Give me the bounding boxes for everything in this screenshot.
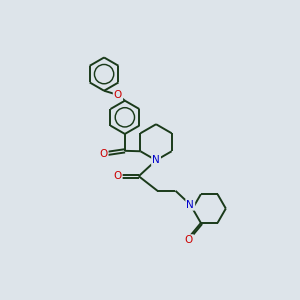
Text: O: O [113, 171, 122, 181]
Text: N: N [186, 200, 194, 210]
Text: O: O [185, 235, 193, 245]
Text: O: O [99, 149, 107, 159]
Text: N: N [152, 155, 160, 165]
Text: O: O [114, 90, 122, 100]
